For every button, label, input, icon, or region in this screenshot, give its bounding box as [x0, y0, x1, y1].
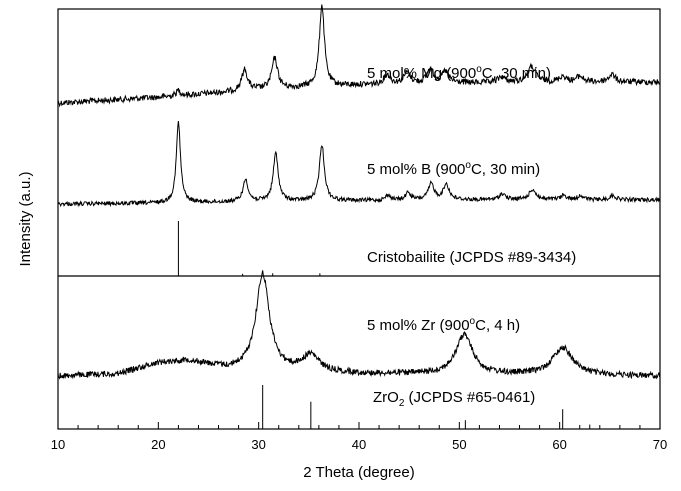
label-mg-a: 5 mol% Mg (900: [367, 65, 476, 82]
label-mg: 5 mol% Mg (900oC, 30 min): [367, 64, 551, 82]
label-mg-deg: o: [476, 64, 482, 75]
xrd-pattern-line: [57, 270, 660, 380]
xrd-pattern-line: [57, 4, 661, 108]
label-zro2-sub: 2: [399, 398, 405, 409]
y-axis-label: Intensity (a.u.): [17, 171, 34, 266]
label-b-deg: o: [465, 160, 471, 171]
x-tick-label: 40: [352, 437, 366, 452]
label-zro2-a: ZrO: [373, 389, 399, 406]
x-tick-label: 30: [251, 437, 265, 452]
x-tick-label: 70: [653, 437, 667, 452]
label-zr-deg: o: [470, 316, 476, 327]
label-zr: 5 mol% Zr (900oC, 4 h): [367, 316, 520, 334]
x-tick-label: 20: [151, 437, 165, 452]
series-layer: [57, 4, 661, 429]
x-axis-label: 2 Theta (degree): [303, 464, 414, 481]
label-zr-b: C, 4 h): [475, 317, 520, 334]
x-tick-label: 50: [452, 437, 466, 452]
label-b-a: 5 mol% B (900: [367, 161, 465, 178]
label-zr-a: 5 mol% Zr (900: [367, 317, 470, 334]
x-tick-label: 60: [552, 437, 566, 452]
label-b: 5 mol% B (900oC, 30 min): [367, 160, 540, 178]
label-zro2: ZrO2 (JCPDS #65-0461): [373, 389, 535, 409]
x-ticks: 10 20 30 40 50 60 70: [51, 422, 667, 452]
xrd-pattern-line: [57, 121, 661, 208]
label-b-b: C, 30 min): [471, 161, 540, 178]
label-cristobalite: Cristobailite (JCPDS #89-3434): [367, 249, 576, 266]
label-mg-b: C, 30 min): [482, 65, 551, 82]
label-zro2-b: (JCPDS #65-0461): [404, 389, 535, 406]
x-tick-label: 10: [51, 437, 65, 452]
